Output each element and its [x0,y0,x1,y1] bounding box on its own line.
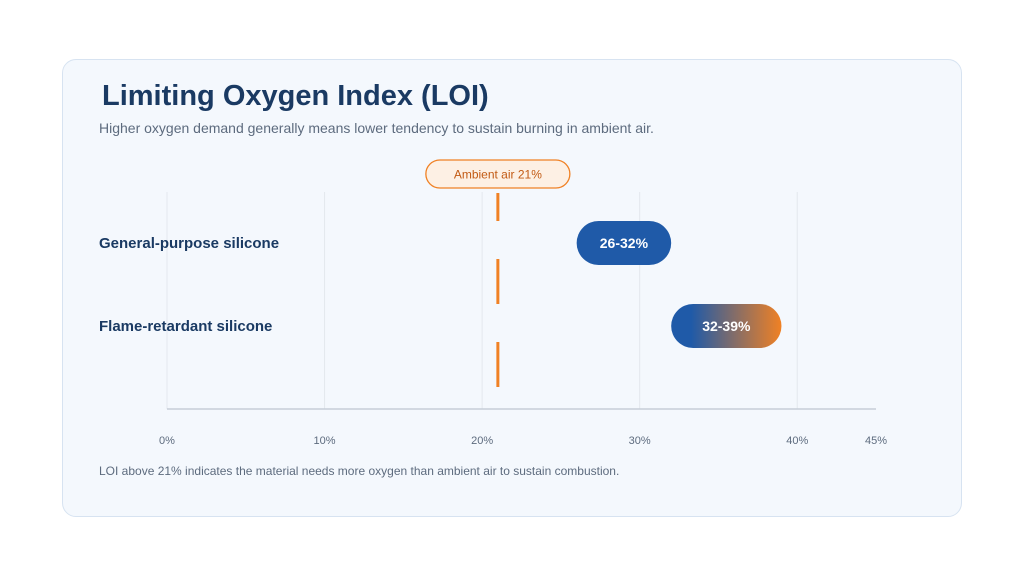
x-tick-label: 10% [314,435,336,447]
reference-label-pill [425,159,571,189]
chart-card [62,59,962,517]
category-label: Flame-retardant silicone [99,318,272,335]
category-label: General-purpose silicone [99,235,279,252]
range-bar [671,304,782,348]
x-tick-label: 40% [786,435,808,447]
x-tick-label: 20% [471,435,493,447]
range-bar-label: 26-32% [600,235,649,251]
x-tick-label: 30% [629,435,651,447]
x-tick-label: 45% [865,435,887,447]
chart-title: Limiting Oxygen Index (LOI) [102,80,489,112]
chart-footnote: LOI above 21% indicates the material nee… [99,464,620,478]
range-bar [576,221,672,265]
reference-label: Ambient air 21% [454,168,542,182]
chart-subtitle: Higher oxygen demand generally means low… [99,120,654,136]
x-tick-label: 0% [159,435,175,447]
range-bar-label: 32-39% [702,318,751,334]
